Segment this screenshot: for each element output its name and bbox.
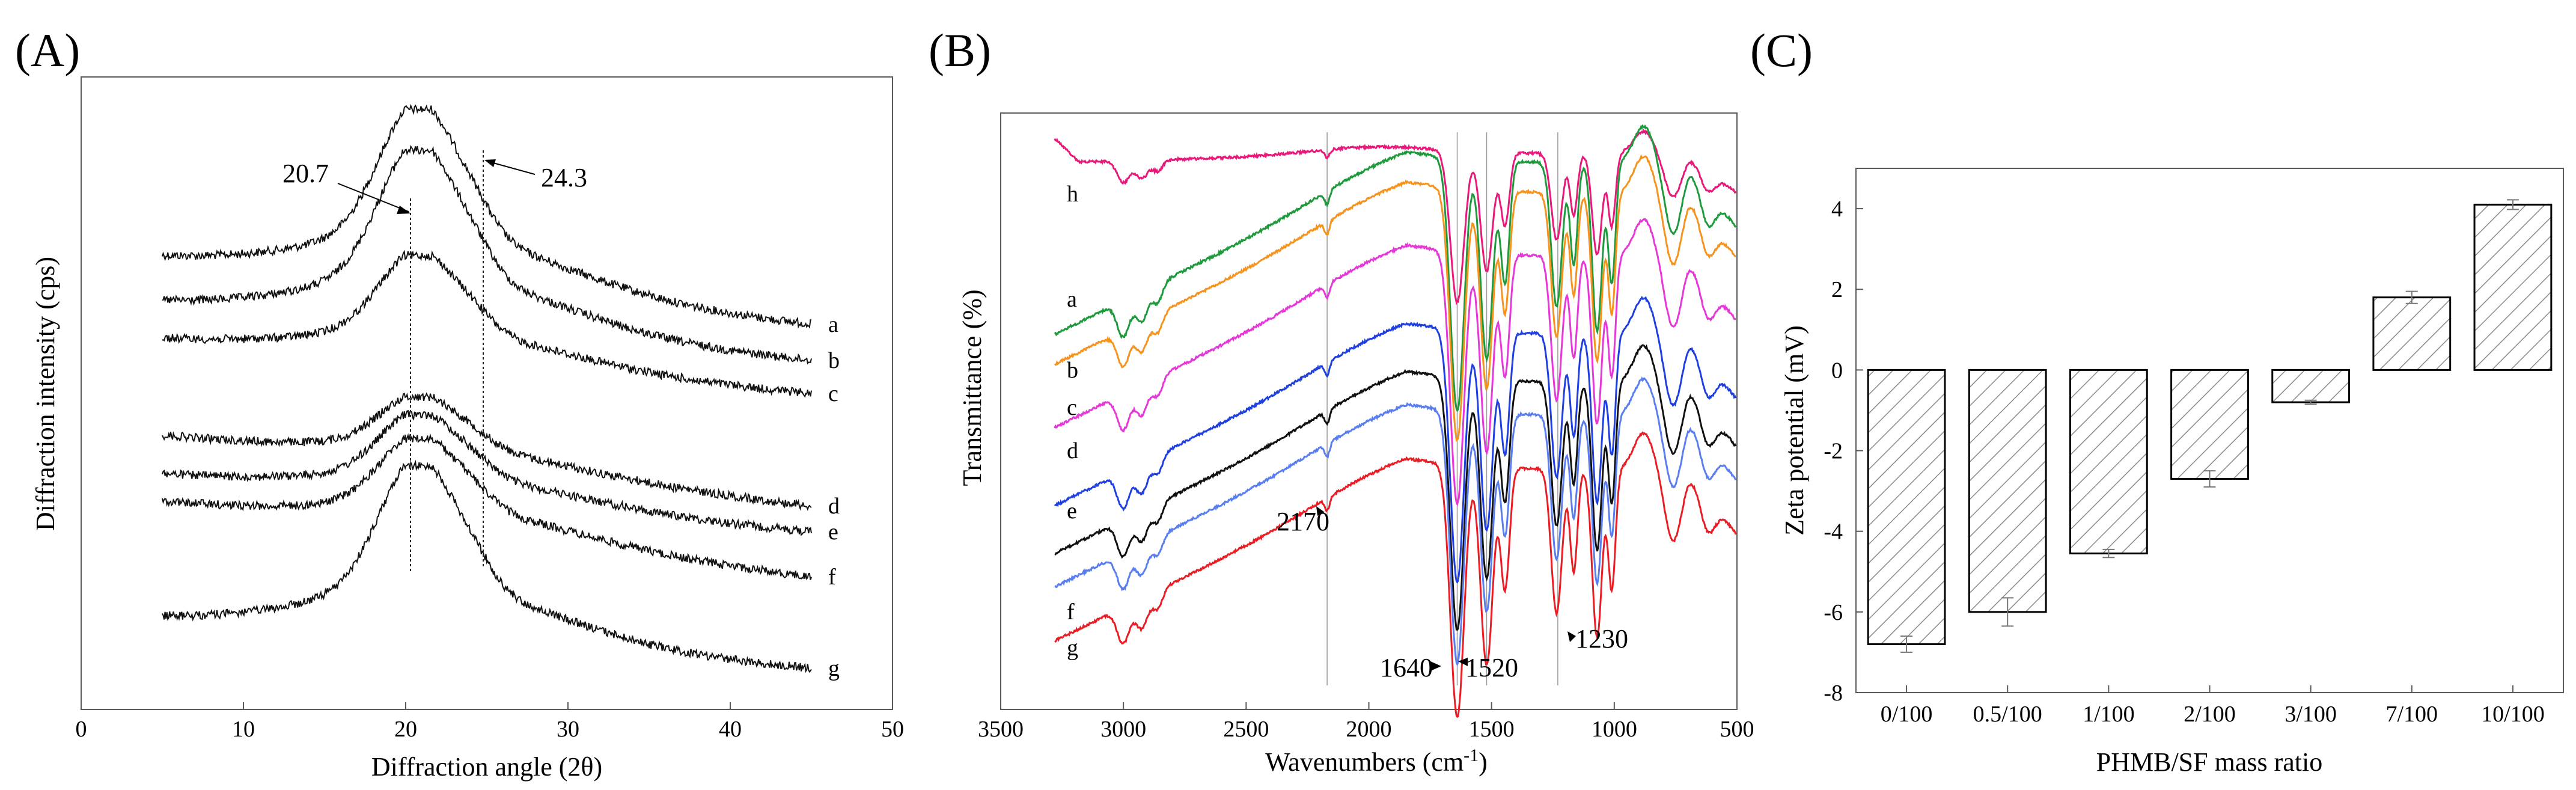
panel-c-y-tick-label: -4 — [1824, 519, 1843, 545]
panel-a: (A) 0 10 20 30 40 50 abc def g 20.7 24.3 Diffra… — [15, 24, 904, 782]
xrd-curve-b — [162, 145, 812, 365]
panel-b-x-ticks: 3500 3000 2500 2000 1500 1000 500 — [978, 702, 1754, 742]
panel-a-frame — [81, 76, 893, 710]
zeta-bar — [2271, 369, 2351, 403]
xrd-curve-label-g: g — [828, 656, 840, 681]
zeta-bar — [2372, 296, 2452, 371]
panel-a-x-tick-label: 10 — [232, 717, 255, 742]
xrd-curve-d — [162, 392, 812, 511]
panel-b-x-tick-label: 2500 — [1223, 717, 1269, 742]
panel-c-x-tick-label: 2/100 — [2184, 702, 2236, 727]
xrd-curve-c — [162, 250, 812, 398]
xrd-curve-label-c: c — [828, 381, 838, 406]
annotation-1230: 1230 — [1575, 624, 1628, 654]
arrow-20-7 — [337, 183, 409, 212]
panel-a-x-tick-label: 20 — [394, 717, 417, 742]
panel-b-x-tick-label: 1000 — [1592, 717, 1637, 742]
panel-a-x-ticks: 0 10 20 30 40 50 — [76, 702, 904, 742]
panel-b-x-title: Wavenumbers (cm-1) — [1265, 746, 1488, 777]
panel-c-x-tick-label: 10/100 — [2481, 702, 2545, 727]
panel-c-x-tick-label: 0.5/100 — [1973, 702, 2042, 727]
ftir-curve-g — [1054, 431, 1737, 718]
annotation-1520: 1520 — [1465, 653, 1518, 682]
panel-b-x-tick-label: 1500 — [1469, 717, 1515, 742]
zeta-bar — [2170, 369, 2249, 480]
panel-c-y-tick-label: -8 — [1824, 681, 1843, 706]
ftir-curve-a — [1054, 124, 1737, 412]
xrd-curve-label-d: d — [828, 494, 840, 519]
panel-c-y-tick-label: -2 — [1824, 439, 1843, 464]
annotation-1640: 1640 — [1380, 653, 1433, 682]
arrowhead-20-7 — [397, 206, 411, 214]
xrd-curve-label-b: b — [828, 348, 840, 373]
panel-b-x-tick-label: 3000 — [1100, 717, 1146, 742]
panel-b-x-tick-label: 3500 — [978, 717, 1024, 742]
arrowhead-1520 — [1458, 658, 1468, 666]
xrd-curve-e — [162, 409, 812, 536]
arrow-24-3 — [486, 161, 536, 175]
xrd-curve-g — [162, 459, 812, 673]
ftir-curve-label-b: b — [1067, 358, 1078, 383]
panel-c-x-tick-label: 1/100 — [2083, 702, 2135, 727]
panel-c-label: (C) — [1750, 24, 1813, 76]
panel-c-x-tick-label: 7/100 — [2386, 702, 2438, 727]
panel-c-bars: 0/100 0.5/100 1/100 2/100 3/100 7/100 10/100 — [1867, 199, 2553, 727]
ftir-curve-label-a: a — [1067, 287, 1077, 312]
panel-b-x-tick-label: 2000 — [1346, 717, 1392, 742]
ftir-curve-d — [1054, 296, 1737, 584]
panel-a-x-tick-label: 30 — [557, 717, 579, 742]
panel-b-label: (B) — [929, 24, 991, 76]
panel-c-y-tick-label: 2 — [1831, 277, 1843, 302]
panel-b: (B) 3500 3000 2500 2000 1500 1000 500 h a bcd e fg… — [929, 24, 1754, 777]
ftir-curve-label-f: f — [1067, 599, 1075, 625]
ftir-curve-label-h: h — [1067, 182, 1078, 207]
arrowhead-1230 — [1567, 631, 1576, 642]
zeta-bar — [1867, 369, 1946, 646]
ftir-curve-c — [1054, 218, 1736, 507]
panel-c-y-tick-label: 0 — [1831, 358, 1843, 383]
ftir-curve-e — [1054, 344, 1737, 631]
xrd-curve-a — [162, 103, 811, 329]
ftir-curve-label-c: c — [1067, 395, 1077, 420]
panel-c-y-tick-label: -6 — [1824, 600, 1843, 625]
panel-a-x-tick-label: 40 — [719, 717, 742, 742]
arrowhead-1640 — [1430, 661, 1441, 671]
xrd-curve-label-e: e — [828, 519, 838, 545]
ftir-curve-h — [1054, 128, 1737, 305]
panel-a-x-tick-label: 50 — [881, 717, 904, 742]
ftir-curve-label-e: e — [1067, 498, 1077, 524]
panel-b-y-title: Transmittance (%) — [957, 289, 987, 486]
panel-c-y-title: Zeta potential (mV) — [1780, 325, 1809, 535]
ftir-curve-b — [1054, 154, 1736, 442]
panel-a-x-title: Diffraction angle (2θ) — [371, 752, 602, 782]
panel-b-curves: h a bcd e fg — [1054, 124, 1737, 718]
xrd-curve-label-a: a — [828, 312, 838, 337]
panel-b-x-tick-label: 500 — [1720, 717, 1754, 742]
annotation-20-7: 20.7 — [282, 159, 329, 188]
panel-c-axes: -8 -6 -4 -2 0 2 4 — [1824, 197, 1863, 706]
zeta-bar — [1968, 369, 2047, 613]
arrowhead-2170 — [1316, 506, 1325, 516]
zeta-bar — [2069, 369, 2148, 555]
panel-a-curves: abc def g — [162, 103, 840, 681]
panel-c-x-title: PHMB/SF mass ratio — [2096, 747, 2323, 777]
xrd-curve-label-f: f — [828, 565, 836, 590]
panel-a-label: (A) — [15, 24, 80, 76]
panel-c-x-tick-label: 0/100 — [1881, 702, 1933, 727]
ftir-curve-label-g: g — [1067, 635, 1078, 661]
ftir-curve-f — [1054, 376, 1737, 667]
xrd-curve-f — [162, 433, 812, 581]
ftir-curve-label-d: d — [1067, 438, 1078, 464]
panel-c: (C) -8 -6 -4 -2 0 2 4 0/100 0.5/100 1/100 2/100 3/… — [1750, 24, 2564, 777]
panel-a-y-title: Diffraction intensity (cps) — [31, 257, 60, 531]
panel-a-x-tick-label: 0 — [76, 717, 87, 742]
panel-c-y-tick-label: 4 — [1831, 197, 1843, 222]
arrowhead-24-3 — [484, 159, 496, 167]
zeta-bar — [2473, 203, 2553, 371]
panel-c-x-tick-label: 3/100 — [2285, 702, 2337, 727]
annotation-24-3: 24.3 — [541, 163, 587, 192]
